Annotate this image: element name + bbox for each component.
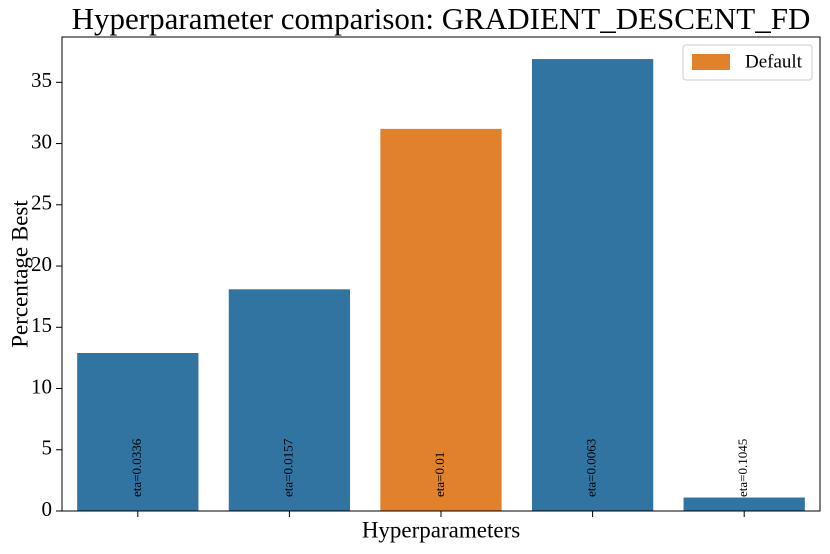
y-tick-label: 15 — [31, 313, 52, 337]
legend-swatch — [692, 54, 730, 70]
bar — [228, 289, 351, 511]
bar — [531, 59, 654, 512]
bar-category-label: eta=0.0336 — [129, 438, 144, 497]
bar-category-label: eta=0.0157 — [280, 438, 295, 497]
y-axis-label: Percentage Best — [7, 200, 32, 348]
axes-frame — [61, 36, 821, 512]
y-tick-label: 30 — [31, 129, 52, 153]
legend-box — [682, 44, 813, 81]
bar — [380, 128, 502, 511]
y-tick-label: 35 — [31, 68, 52, 92]
legend-label: Default — [745, 51, 803, 72]
bar-category-label: eta=0.1045 — [735, 439, 750, 497]
x-axis-label: Hyperparameters — [362, 517, 520, 542]
bar — [683, 497, 805, 511]
y-tick-label: 20 — [31, 252, 52, 276]
y-tick-label: 0 — [42, 497, 53, 521]
y-tick-label: 25 — [31, 191, 52, 215]
bar-category-label: eta=0.01 — [432, 452, 447, 497]
y-tick-label: 10 — [31, 374, 52, 398]
bar-category-label: eta=0.0063 — [584, 439, 599, 497]
bar — [77, 353, 199, 511]
chart-title: Hyperparameter comparison: GRADIENT_DESC… — [72, 1, 811, 36]
y-tick-label: 5 — [42, 436, 53, 460]
